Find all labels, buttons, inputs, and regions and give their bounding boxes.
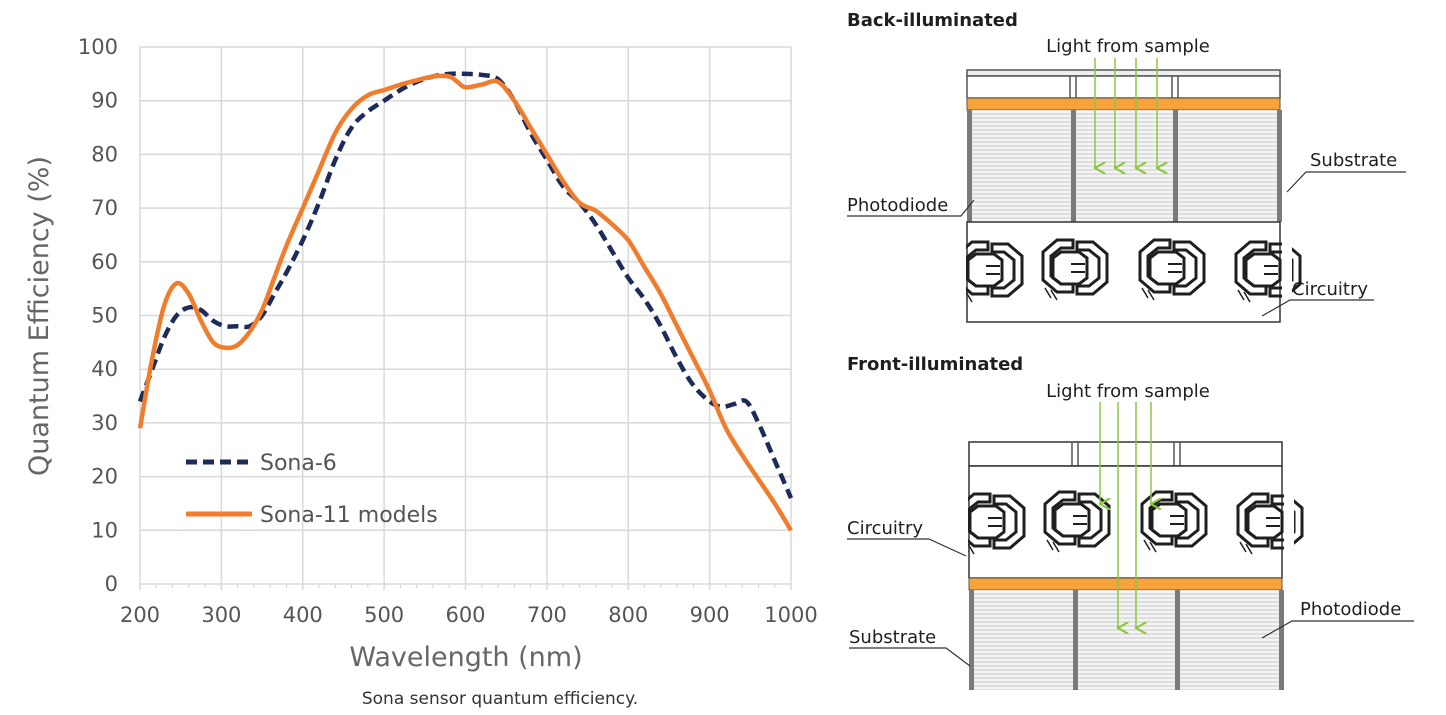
x-tick-label: 800: [608, 603, 648, 627]
front-circuitry-label: Circuitry: [847, 518, 923, 539]
front-illuminated-diagram: Front-illuminated Light from sample Circ…: [847, 354, 1414, 690]
chart-legend: Sona-6 Sona-11 models: [186, 451, 438, 528]
x-tick-label: 1000: [764, 603, 817, 627]
back-photodiode-label: Photodiode: [847, 195, 948, 216]
back-circuitry-layer: [966, 221, 1281, 323]
y-tick-label: 80: [91, 142, 118, 166]
front-light-label: Light from sample: [1046, 381, 1210, 402]
y-tick-label: 10: [91, 518, 118, 542]
chart-grid: [139, 46, 792, 590]
front-substrate-label: Substrate: [849, 627, 936, 648]
y-tick-label: 100: [78, 35, 118, 59]
back-circuitry-label: Circuitry: [1292, 279, 1368, 300]
y-tick-label: 0: [105, 572, 118, 596]
front-top-layer: [968, 441, 1283, 467]
y-tick-label: 70: [91, 196, 118, 220]
back-illuminated-title: Back-illuminated: [847, 10, 1018, 31]
front-orange-layer: [968, 577, 1283, 591]
front-circuitry-layer: [968, 465, 1283, 579]
quantum-efficiency-chart: 0 10 20 30 40 50 60 70 80 90 100 200 300 400 500 600 70…: [24, 35, 818, 673]
back-light-label: Light from sample: [1046, 36, 1210, 57]
legend-label-sona11: Sona-11 models: [260, 503, 438, 528]
x-tick-label: 500: [364, 603, 404, 627]
y-tick-label: 60: [91, 250, 118, 274]
y-tick-label: 30: [91, 411, 118, 435]
legend-label-sona6: Sona-6: [260, 451, 337, 476]
x-axis-title: Wavelength (nm): [349, 642, 582, 673]
back-top-glass: [966, 69, 1281, 77]
sensor-diagrams: Back-illuminated Light from sample Subst…: [847, 10, 1414, 690]
chart-caption: Sona sensor quantum efficiency.: [361, 689, 639, 709]
x-tick-label: 700: [527, 603, 567, 627]
y-tick-label: 90: [91, 89, 118, 113]
back-substrate-label: Substrate: [1310, 150, 1397, 171]
y-axis-ticks: 0 10 20 30 40 50 60 70 80 90 100: [78, 35, 118, 596]
y-tick-label: 20: [91, 465, 118, 489]
x-tick-label: 600: [445, 603, 485, 627]
series-line-sona11: [137, 73, 793, 532]
back-top-layer: [966, 75, 1281, 99]
chart-series: [137, 71, 794, 532]
y-tick-label: 50: [91, 304, 118, 328]
front-photodiode-layer: [969, 590, 1282, 690]
x-tick-label: 200: [120, 603, 160, 627]
back-photodiode-layer: [967, 110, 1280, 222]
front-illuminated-title: Front-illuminated: [847, 354, 1023, 375]
y-tick-label: 40: [91, 357, 118, 381]
back-light-arrows: [1095, 56, 1157, 168]
y-axis-title: Quantum Efficiency (%): [24, 156, 55, 476]
x-axis-ticks: 200 300 400 500 600 700 800 900 1000: [120, 603, 818, 627]
front-photodiode-label: Photodiode: [1300, 599, 1401, 620]
x-tick-label: 300: [201, 603, 241, 627]
back-orange-layer: [966, 97, 1281, 111]
x-tick-label: 900: [690, 603, 730, 627]
series-line-sona6: [137, 71, 794, 499]
front-light-arrows: [1100, 402, 1151, 628]
x-tick-label: 400: [283, 603, 323, 627]
back-illuminated-diagram: Back-illuminated Light from sample Subst…: [847, 10, 1406, 323]
